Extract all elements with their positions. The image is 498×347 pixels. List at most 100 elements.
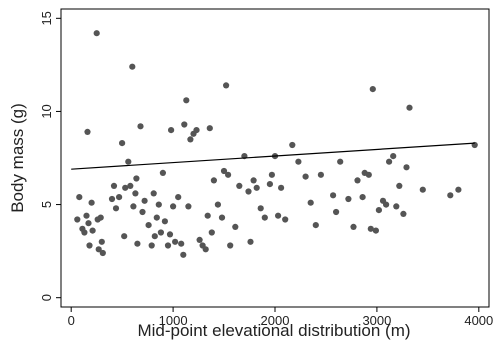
data-point [214,201,221,208]
data-point [145,222,152,229]
data-point [112,205,120,212]
data-point [289,141,296,149]
data-point [99,249,106,257]
data-points [74,30,478,258]
data-point [400,210,407,217]
data-point [172,238,179,245]
data-point [317,171,324,178]
data-point [210,177,217,184]
data-point [390,153,397,160]
data-point [218,214,226,221]
data-point [139,208,146,216]
data-point [257,205,264,212]
data-point [181,121,188,128]
data-point [129,63,136,70]
data-point [137,123,144,130]
data-point [148,242,155,249]
data-point [85,220,92,227]
x-axis-ticks: 0 1000 2000 3000 4000 [68,307,493,328]
data-point [175,194,182,201]
data-point [403,164,410,171]
data-point [250,177,257,184]
data-point [133,175,140,182]
data-point [266,181,273,188]
data-point [247,238,254,245]
data-point [278,184,285,191]
data-point [330,192,337,199]
y-axis-title: Body mass (g) [8,103,27,213]
data-point [455,186,462,193]
data-point [178,240,185,247]
data-point [121,233,128,240]
data-point [108,195,116,203]
x-tick-label: 2000 [261,313,290,328]
data-point [236,182,243,189]
data-point [245,188,252,195]
fit-line [71,142,475,170]
data-point [153,214,160,221]
data-point [232,223,239,230]
data-point [372,227,379,234]
data-point [185,203,192,210]
data-point [150,190,157,197]
data-point [393,203,400,210]
data-point [386,158,393,165]
data-point [155,201,162,208]
data-point [141,197,148,204]
data-point [93,30,100,37]
data-point [168,127,175,134]
data-point [125,158,132,165]
data-point [88,199,95,206]
data-point [202,246,209,253]
data-point [89,227,96,234]
data-point [204,212,211,219]
data-point [447,192,454,199]
x-tick-label: 3000 [362,313,391,328]
data-point [206,125,213,132]
data-point [225,171,232,178]
data-point [359,194,366,201]
data-point [282,216,289,223]
y-tick-label: 10 [39,104,54,118]
data-point [83,212,90,219]
data-point [220,167,228,175]
data-point [196,236,203,243]
data-point [159,169,166,176]
data-point [134,240,141,247]
data-point [132,190,139,197]
data-point [81,229,88,236]
data-point [354,177,361,184]
data-point [170,203,177,210]
data-point [307,199,314,206]
x-axis-title: Mid-point elevational distribution (m) [137,321,410,340]
data-point [161,218,168,225]
data-point [367,225,374,232]
data-point [187,136,194,143]
data-point [253,184,260,191]
data-point [375,207,382,214]
data-point [86,242,93,249]
data-point [119,140,126,147]
y-tick-label: 0 [39,294,54,301]
data-point [369,86,376,93]
y-tick-label: 5 [39,201,54,208]
data-point [208,229,215,236]
data-point [193,127,200,134]
data-point [350,223,357,230]
x-tick-label: 1000 [159,313,188,328]
data-point [97,214,104,221]
data-point [383,201,390,208]
y-axis-ticks: 0 5 10 15 [39,11,61,301]
data-point [98,238,105,245]
data-point [345,195,352,203]
data-point [116,194,123,201]
data-point [166,231,174,238]
data-point [76,194,83,201]
data-point [406,104,413,111]
x-tick-label: 4000 [464,313,493,328]
data-point [396,182,403,189]
data-point [227,242,234,249]
data-point [312,222,319,229]
data-point [268,171,275,178]
